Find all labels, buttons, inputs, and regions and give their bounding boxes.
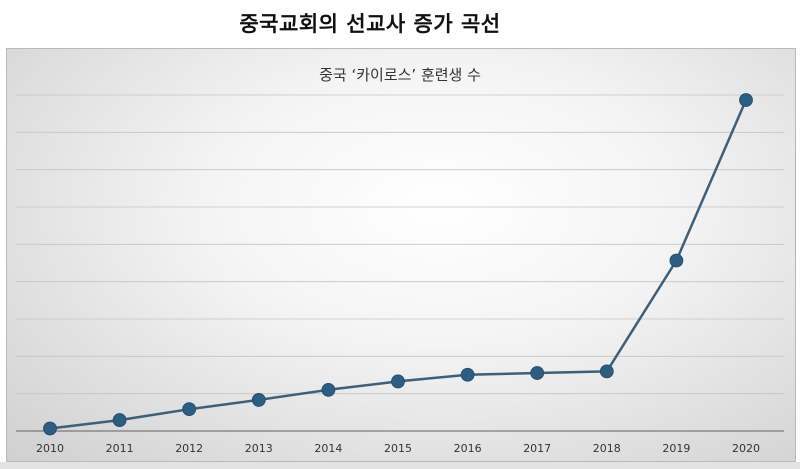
data-point <box>391 374 405 389</box>
x-tick-label: 2013 <box>245 442 273 455</box>
x-tick-label: 2012 <box>175 442 203 455</box>
x-tick-label: 2011 <box>106 442 134 455</box>
page-title: 중국교회의 선교사 증가 곡선 <box>239 12 501 36</box>
data-point <box>112 413 127 427</box>
data-point <box>251 393 266 407</box>
x-tick-label: 2014 <box>314 442 342 455</box>
x-tick-label: 2017 <box>523 442 551 455</box>
data-point <box>739 93 753 107</box>
x-tick-label: 2015 <box>384 442 412 455</box>
x-tick-label: 2010 <box>36 442 64 455</box>
data-point <box>321 382 336 397</box>
data-point <box>599 364 614 379</box>
data-point <box>530 366 545 380</box>
gridlines <box>16 94 784 432</box>
chart-area <box>6 48 796 462</box>
x-tick-label: 2018 <box>593 442 621 455</box>
chart-title: 중국 ‘카이로스’ 훈련생 수 <box>319 66 481 84</box>
x-tick-label: 2019 <box>662 442 690 455</box>
data-point <box>43 421 57 436</box>
x-axis-tick-labels: 2010 2011 2012 2013 2014 2015 2016 2017 2018 2019… <box>36 442 760 455</box>
data-point <box>460 367 475 382</box>
footer-strip <box>0 462 800 469</box>
x-tick-label: 2016 <box>454 442 482 455</box>
data-point-layer <box>43 93 753 436</box>
data-point <box>182 402 197 417</box>
x-tick-label: 2020 <box>732 442 760 455</box>
data-point <box>669 253 684 268</box>
